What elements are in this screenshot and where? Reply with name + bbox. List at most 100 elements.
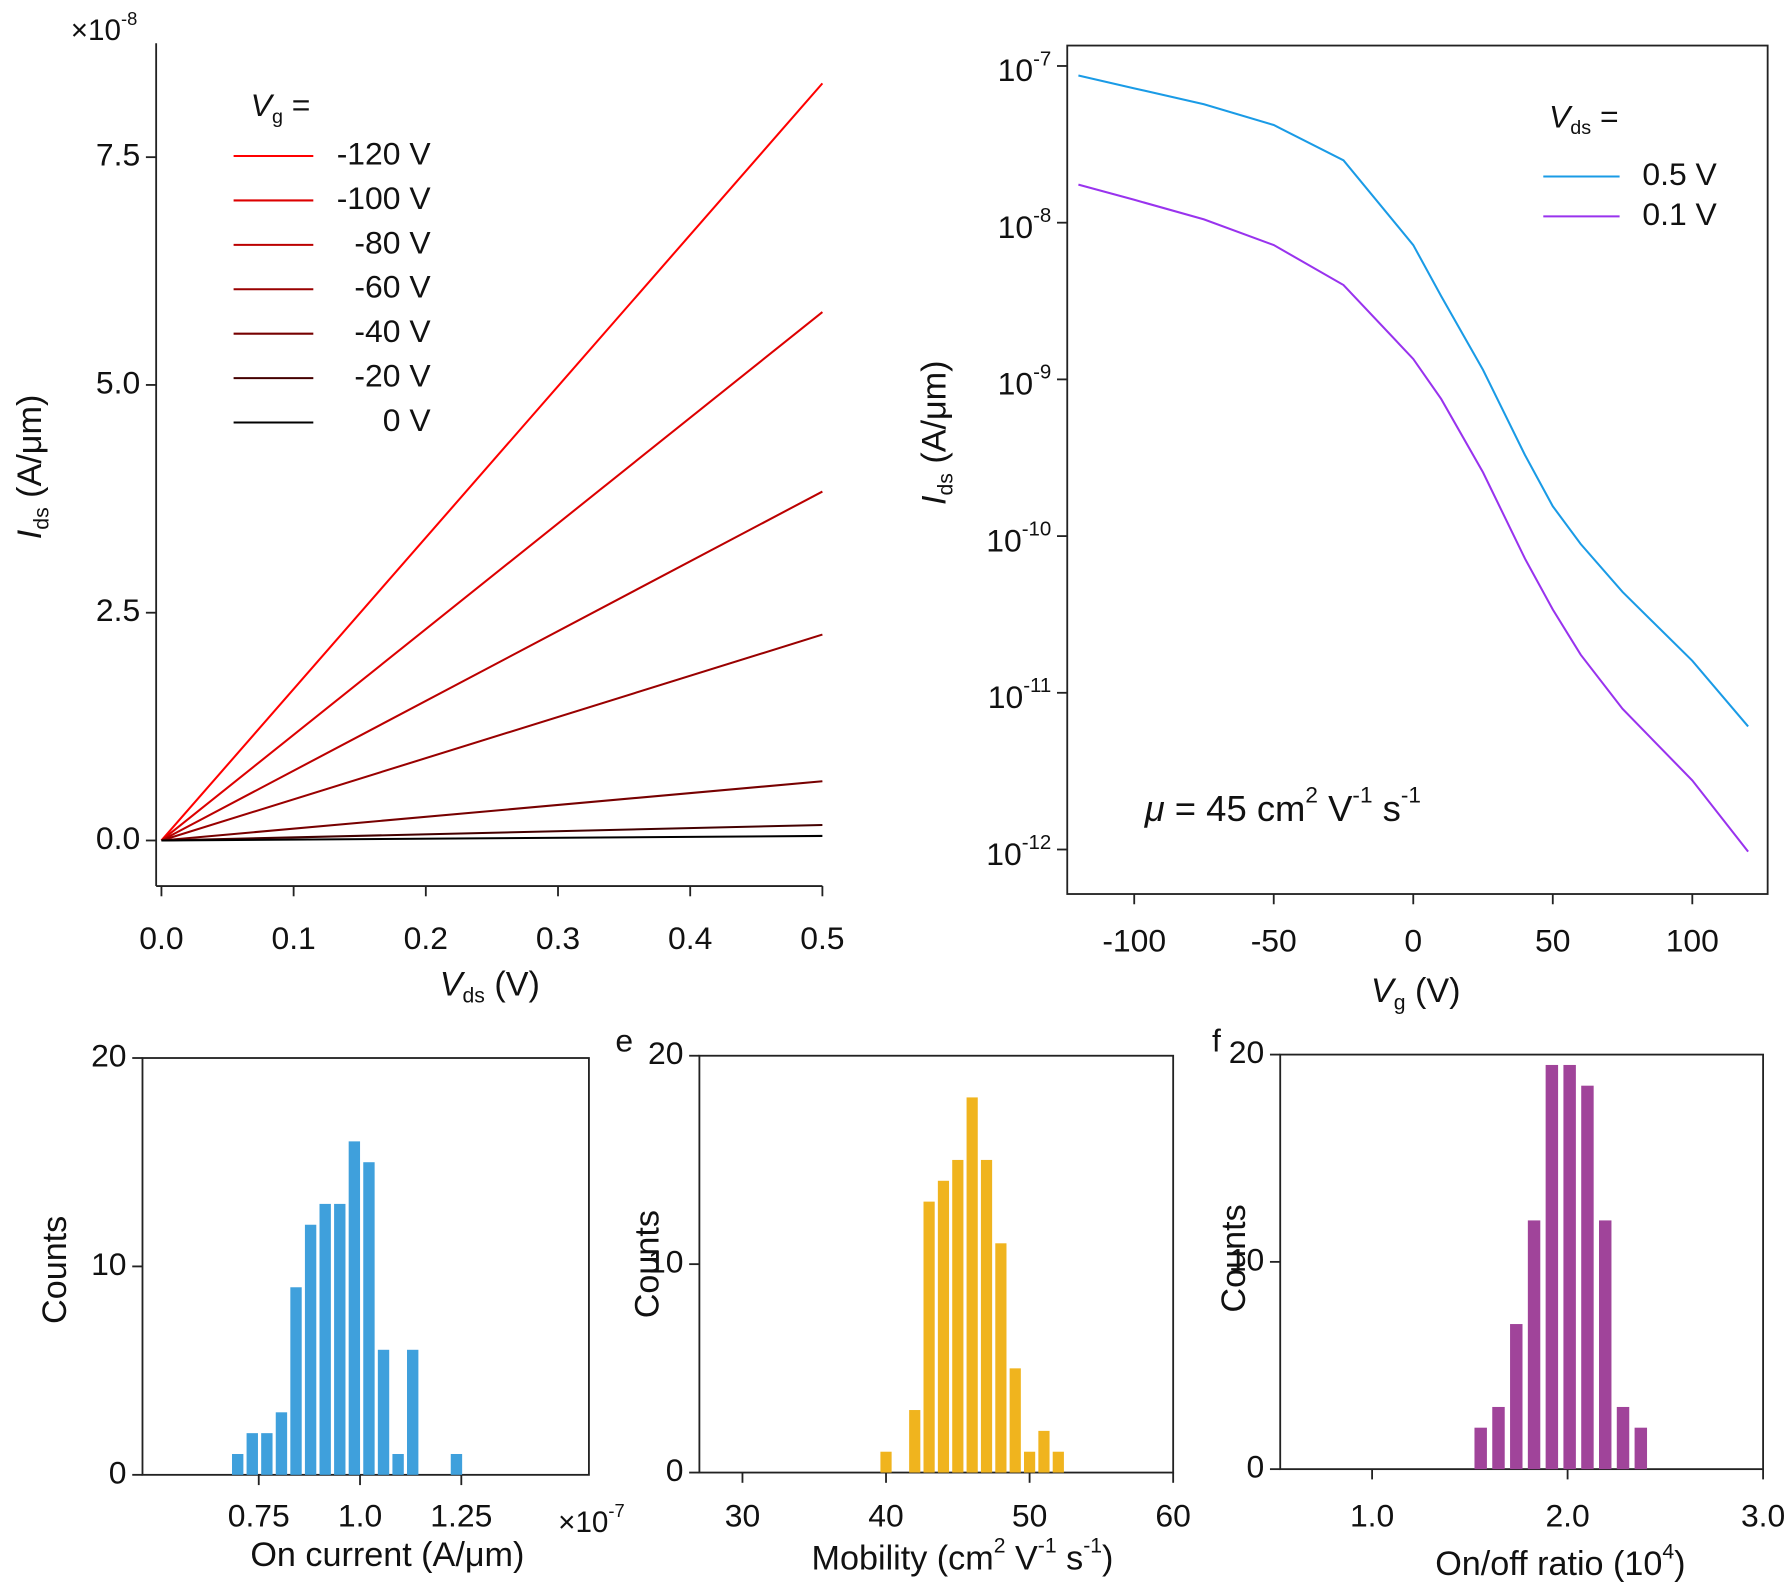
text-part: (V) [1406,972,1461,1010]
text-part: (A/μm) [11,395,49,508]
y-tick-label: 0 [666,1452,684,1488]
y-axis-label: Counts [1215,1204,1253,1312]
x-tick-label: 1.0 [338,1498,382,1534]
text-part: Mobility (cm [812,1539,994,1577]
plot-frame [698,1054,1175,1474]
x-tick-label: 100 [1666,922,1719,958]
legend-label: -120 V [337,135,432,171]
panel-label: f [1212,1023,1221,1059]
text-part: μ [1144,787,1165,828]
axis-multiplier: ×10-7 [558,1500,625,1539]
x-tick-label: 40 [868,1498,903,1534]
bar [1527,1220,1541,1470]
text-part: V [1318,787,1353,828]
text-part: 2 [1305,782,1318,807]
x-tick-label: 0.1 [271,920,315,956]
bar [1510,1324,1523,1470]
y-tick-label: 10 [91,1246,126,1282]
x-tick-label: 0.2 [404,920,448,956]
x-tick-label: 0.75 [228,1498,290,1534]
bar [377,1349,390,1475]
bar [261,1433,273,1475]
y-tick-label: 10-7 [998,48,1052,89]
bar [1581,1085,1594,1470]
bar [1545,1064,1559,1470]
y-tick-label: 20 [1229,1034,1264,1070]
x-tick-label: 0 [1404,922,1422,958]
legend-label: -100 V [337,180,432,216]
legend-label: 0.1 V [1642,196,1717,232]
series-line [1078,183,1749,853]
y-tick-label: 2.5 [96,592,140,628]
text-part: -7 [608,1500,624,1521]
bar [1052,1451,1064,1473]
x-tick-label: -100 [1102,922,1166,958]
text-part: g [1394,991,1406,1014]
x-tick-label: 50 [1012,1498,1047,1534]
x-tick-label: 60 [1155,1498,1190,1534]
x-tick-label: 0.0 [139,920,183,956]
bar [1492,1406,1505,1470]
x-tick-label: 0.4 [668,920,712,956]
text-part: -1 [1038,1534,1057,1557]
text-part: -1 [1352,782,1372,807]
text-part: V [1006,1539,1038,1577]
legend-title: Vds = [1549,99,1619,139]
text-part: g [272,106,283,128]
text-part: Counts [36,1216,74,1324]
x-tick-label: 0.5 [800,920,844,956]
series-line [1078,74,1749,728]
y-tick-label: 20 [91,1037,126,1073]
text-part: -8 [121,8,137,29]
bar [450,1453,463,1475]
text-part: V [251,88,275,124]
y-tick-label: 0.0 [96,820,140,856]
bar [1563,1064,1576,1470]
bar [348,1141,361,1475]
text-part: ds [30,507,53,529]
bar [334,1203,346,1475]
text-part: ds [934,473,957,495]
tick-exponent: -11 [1023,675,1051,698]
y-axis-label: Counts [628,1210,666,1318]
x-axis-label: On current (A/μm) [250,1536,524,1574]
text-part: On current (A/μm) [250,1536,524,1574]
y-tick-label: 5.0 [96,364,140,400]
bar [1474,1427,1487,1470]
bar [1599,1220,1612,1470]
y-tick-label: 20 [648,1035,683,1071]
text-part: (A/μm) [915,361,953,474]
tick-exponent: -10 [1022,518,1052,541]
y-tick-label: 10-11 [988,675,1052,716]
bar [937,1180,950,1473]
text-part: ) [1674,1545,1685,1583]
text-part: (V) [485,965,540,1003]
bar [966,1097,978,1473]
series-line [161,780,823,842]
y-tick-label: 0 [109,1454,127,1490]
text-part: s [1057,1539,1084,1577]
text-part: ×10 [71,14,121,47]
text-part: V [1549,99,1573,135]
y-tick-label: 10-10 [986,518,1051,559]
text-part: Counts [628,1210,666,1318]
x-axis-label: On/off ratio (104) [1435,1540,1685,1583]
tick-exponent: -8 [1033,204,1051,227]
panel-label: e [615,1023,633,1059]
text-part: s [1373,787,1401,828]
text-part: I [915,495,953,505]
y-tick-label: 7.5 [96,137,140,173]
bar [980,1159,993,1473]
bar [880,1451,892,1473]
y-axis-label: Counts [36,1216,74,1324]
text-part: ) [1102,1539,1113,1577]
tick-exponent: -7 [1033,48,1051,71]
y-axis-label: Ids (A/μm) [915,361,957,506]
x-axis-label: Vg (V) [1371,972,1461,1014]
bar [246,1433,258,1475]
bar [923,1201,935,1473]
bar [1634,1427,1648,1470]
text-part: -1 [1083,1534,1102,1557]
x-tick-label: 0.3 [536,920,580,956]
